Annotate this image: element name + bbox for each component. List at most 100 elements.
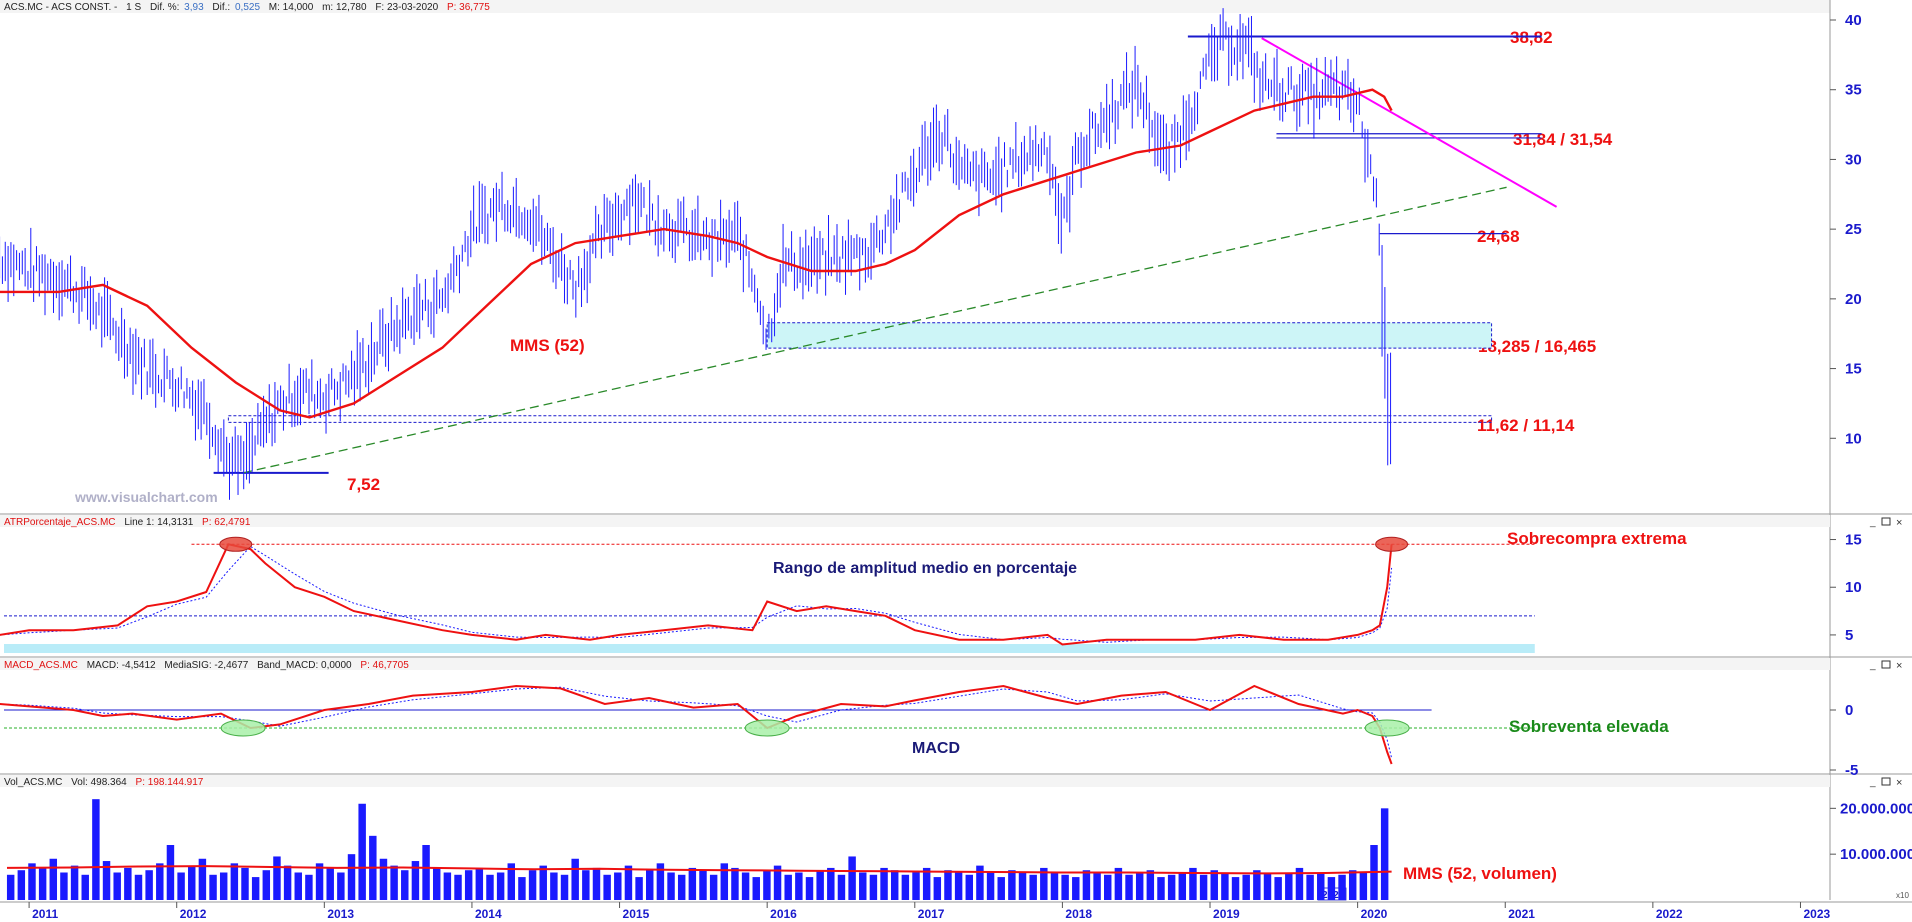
volume-bar xyxy=(102,861,111,900)
sobreventa-label: Sobreventa elevada xyxy=(1509,717,1669,736)
close-icon[interactable]: × xyxy=(1896,517,1902,529)
volume-bar xyxy=(1295,867,1304,900)
volume-axis-label: 10.000.000 xyxy=(1840,846,1912,863)
volume-bar xyxy=(507,863,516,900)
volume-bar xyxy=(209,874,217,900)
minimize-icon[interactable]: _ xyxy=(1869,660,1876,671)
volume-bar xyxy=(646,870,654,900)
vol-window-buttons[interactable]: _ × xyxy=(1869,777,1902,789)
volume-bar xyxy=(614,872,622,900)
time-axis-label: 2022 xyxy=(1656,907,1683,921)
price-axis-label: 10 xyxy=(1845,430,1862,447)
price-header: ACS.MC - ACS CONST. - 1 S Dif. %: 3,93 D… xyxy=(4,2,490,13)
close-icon[interactable]: × xyxy=(1896,660,1902,672)
volume-bar xyxy=(944,870,952,900)
volume-bar xyxy=(592,867,601,900)
minimize-icon[interactable]: _ xyxy=(1869,517,1876,528)
volume-bar xyxy=(571,858,579,900)
support-trendline xyxy=(242,186,1507,474)
volume-bar xyxy=(283,865,292,900)
atr-window-buttons[interactable]: _ × xyxy=(1869,517,1902,529)
volume-bar xyxy=(965,874,973,900)
volume-bar xyxy=(92,799,100,900)
time-axis-label: 2012 xyxy=(180,907,207,921)
macd-oversold-marker xyxy=(744,719,790,737)
time-axis-label: 2011 xyxy=(32,907,58,921)
volume-bar xyxy=(60,872,68,900)
volume-bar xyxy=(1050,872,1059,900)
volume-bar xyxy=(741,872,750,900)
volume-bar xyxy=(656,863,665,900)
volume-bar xyxy=(1306,874,1314,900)
macd-oversold-marker xyxy=(1364,719,1410,737)
macd-window-buttons[interactable]: _ × xyxy=(1869,660,1902,672)
macd-axis-label: -5 xyxy=(1845,762,1858,779)
volume-bar xyxy=(699,870,707,900)
volume-bar xyxy=(443,872,452,900)
volume-bar xyxy=(1135,872,1144,900)
volume-bar xyxy=(1104,874,1112,900)
time-axis-label: 2016 xyxy=(770,907,797,921)
atr-signal-line xyxy=(0,545,1393,643)
maximize-icon[interactable] xyxy=(1881,517,1891,526)
level-label-11: 11,62 / 11,14 xyxy=(1477,416,1575,435)
volume-bar xyxy=(475,867,484,900)
volume-bar xyxy=(198,858,207,900)
mms52-line xyxy=(0,88,1393,419)
mms52-vol-label: MMS (52, volumen) xyxy=(1403,864,1557,883)
time-axis-label: 2021 xyxy=(1508,907,1535,921)
volume-bar xyxy=(1221,872,1229,900)
volume-axis-label: 20.000.000 xyxy=(1840,800,1912,817)
atr-title: Rango de amplitud medio en porcentaje xyxy=(773,560,1077,577)
price-series xyxy=(0,8,1392,500)
price-header-bar xyxy=(0,0,1830,13)
macd-header-bar xyxy=(0,658,1830,670)
volume-bar xyxy=(454,874,462,900)
maximize-icon[interactable] xyxy=(1881,660,1891,669)
volume-bar xyxy=(1210,870,1218,900)
time-axis-label: 2019 xyxy=(1213,907,1240,921)
volume-bar xyxy=(1008,870,1016,900)
level-label-38-82: 38,82 xyxy=(1510,28,1553,47)
volume-bar xyxy=(720,863,729,900)
mms52-label: MMS (52) xyxy=(510,336,585,355)
volume-bar xyxy=(1189,867,1197,900)
atr-axis-label: 10 xyxy=(1845,579,1862,596)
volume-bar xyxy=(496,872,505,900)
atr-header-bar xyxy=(0,515,1830,527)
volume-bar xyxy=(1317,872,1325,900)
volume-bar xyxy=(1072,877,1080,900)
volume-bar xyxy=(1380,808,1389,900)
atr-peak-marker xyxy=(1375,536,1409,552)
sobrecompra-label: Sobrecompra extrema xyxy=(1507,529,1687,548)
volume-bar xyxy=(28,863,36,900)
volume-bar xyxy=(315,863,324,900)
zone-18 xyxy=(766,322,1493,349)
volume-bar xyxy=(912,872,920,900)
time-axis-label: 2014 xyxy=(475,907,502,921)
volume-bar xyxy=(1359,872,1368,900)
volume-bar xyxy=(49,858,58,900)
maximize-icon[interactable] xyxy=(1881,777,1891,786)
macd-header: MACD_ACS.MC MACD: -4,5412 MediaSIG: -2,4… xyxy=(4,660,409,671)
level-label-24-68: 24,68 xyxy=(1477,227,1520,246)
volume-bar xyxy=(528,870,537,900)
volume-bar xyxy=(241,867,249,900)
volume-bar xyxy=(156,863,164,900)
volume-bar xyxy=(1157,877,1165,900)
atr-header: ATRPorcentaje_ACS.MC Line 1: 14,3131 P: … xyxy=(4,517,251,528)
volume-bar xyxy=(954,872,963,900)
volume-bar xyxy=(1327,877,1336,900)
volume-bar xyxy=(177,872,185,900)
minimize-icon[interactable]: _ xyxy=(1869,777,1876,788)
volume-bar xyxy=(294,872,302,900)
volume-bar xyxy=(326,867,334,900)
volume-bar xyxy=(390,865,398,900)
volume-bar xyxy=(17,870,26,900)
time-axis-label: 2015 xyxy=(623,907,650,921)
volume-bar xyxy=(805,877,814,900)
close-icon[interactable]: × xyxy=(1896,777,1902,789)
volume-bar xyxy=(38,867,47,900)
